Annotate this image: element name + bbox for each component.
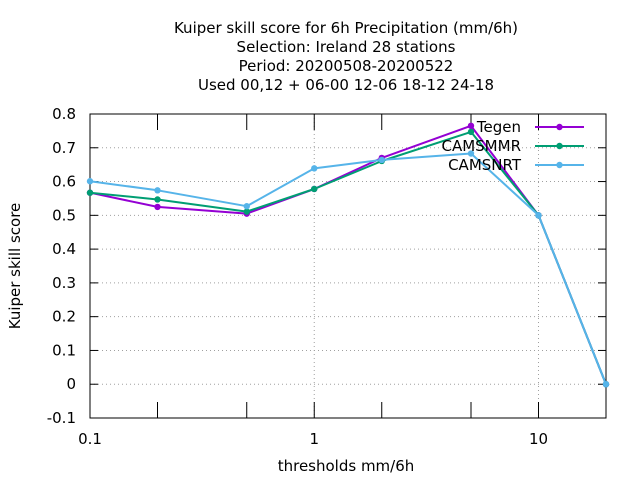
- x-tick-label: 0.1: [78, 430, 102, 448]
- data-point: [378, 156, 385, 164]
- legend-swatch-marker: [556, 142, 563, 150]
- y-axis-label: Kuiper skill score: [6, 203, 24, 330]
- data-point: [467, 128, 475, 136]
- data-point: [467, 122, 475, 130]
- y-tick-label: -0.1: [47, 409, 76, 427]
- y-tick-label: 0.4: [52, 240, 76, 258]
- series-line: [89, 152, 607, 385]
- y-tick-label: 0.2: [52, 308, 76, 326]
- chart-title-line: Used 00,12 + 06-00 12-06 18-12 24-18: [198, 76, 494, 94]
- y-tick-label: 0.8: [52, 105, 76, 123]
- data-point: [311, 185, 318, 193]
- x-tick-label: 1: [309, 430, 319, 448]
- legend-swatch-marker: [556, 161, 563, 169]
- chart-title: Kuiper skill score for 6h Precipitation …: [174, 19, 518, 94]
- chart-title-line: Period: 20200508-20200522: [239, 57, 454, 75]
- x-tick-label: 10: [529, 430, 548, 448]
- chart-title-line: Kuiper skill score for 6h Precipitation …: [174, 19, 518, 37]
- data-point: [86, 178, 94, 185]
- y-tick-label: 0.7: [52, 139, 76, 157]
- y-tick-label: 0.6: [52, 173, 76, 191]
- data-point: [154, 196, 161, 203]
- data-point: [602, 381, 610, 388]
- chart-title-line: Selection: Ireland 28 stations: [237, 38, 456, 56]
- data-point: [86, 189, 94, 196]
- data-point: [243, 208, 250, 215]
- x-axis-label: thresholds mm/6h: [278, 457, 415, 475]
- data-point: [535, 212, 542, 219]
- data-point: [467, 150, 475, 157]
- legend-label: CAMSMMR: [441, 137, 521, 155]
- data-series: [86, 122, 610, 388]
- grid: [90, 114, 606, 418]
- plot-frame: [89, 113, 607, 419]
- y-tick-label: 0: [66, 375, 76, 393]
- y-tick-label: 0.5: [52, 206, 76, 224]
- legend-label: Tegen: [476, 118, 521, 136]
- series-line: [89, 130, 607, 385]
- legend-label: CAMSNRT: [448, 156, 522, 174]
- data-point: [154, 203, 161, 211]
- data-point: [243, 203, 250, 210]
- data-point: [154, 187, 161, 194]
- legend-swatch-marker: [556, 123, 563, 131]
- data-point: [311, 165, 318, 172]
- y-tick-label: 0.1: [52, 341, 76, 359]
- axis-ticks: -0.1 0 0.1 0.2 0.3 0.4 0.5 0.6 0.7 0.8 0.1 1 10: [47, 105, 606, 448]
- y-tick-label: 0.3: [52, 274, 76, 292]
